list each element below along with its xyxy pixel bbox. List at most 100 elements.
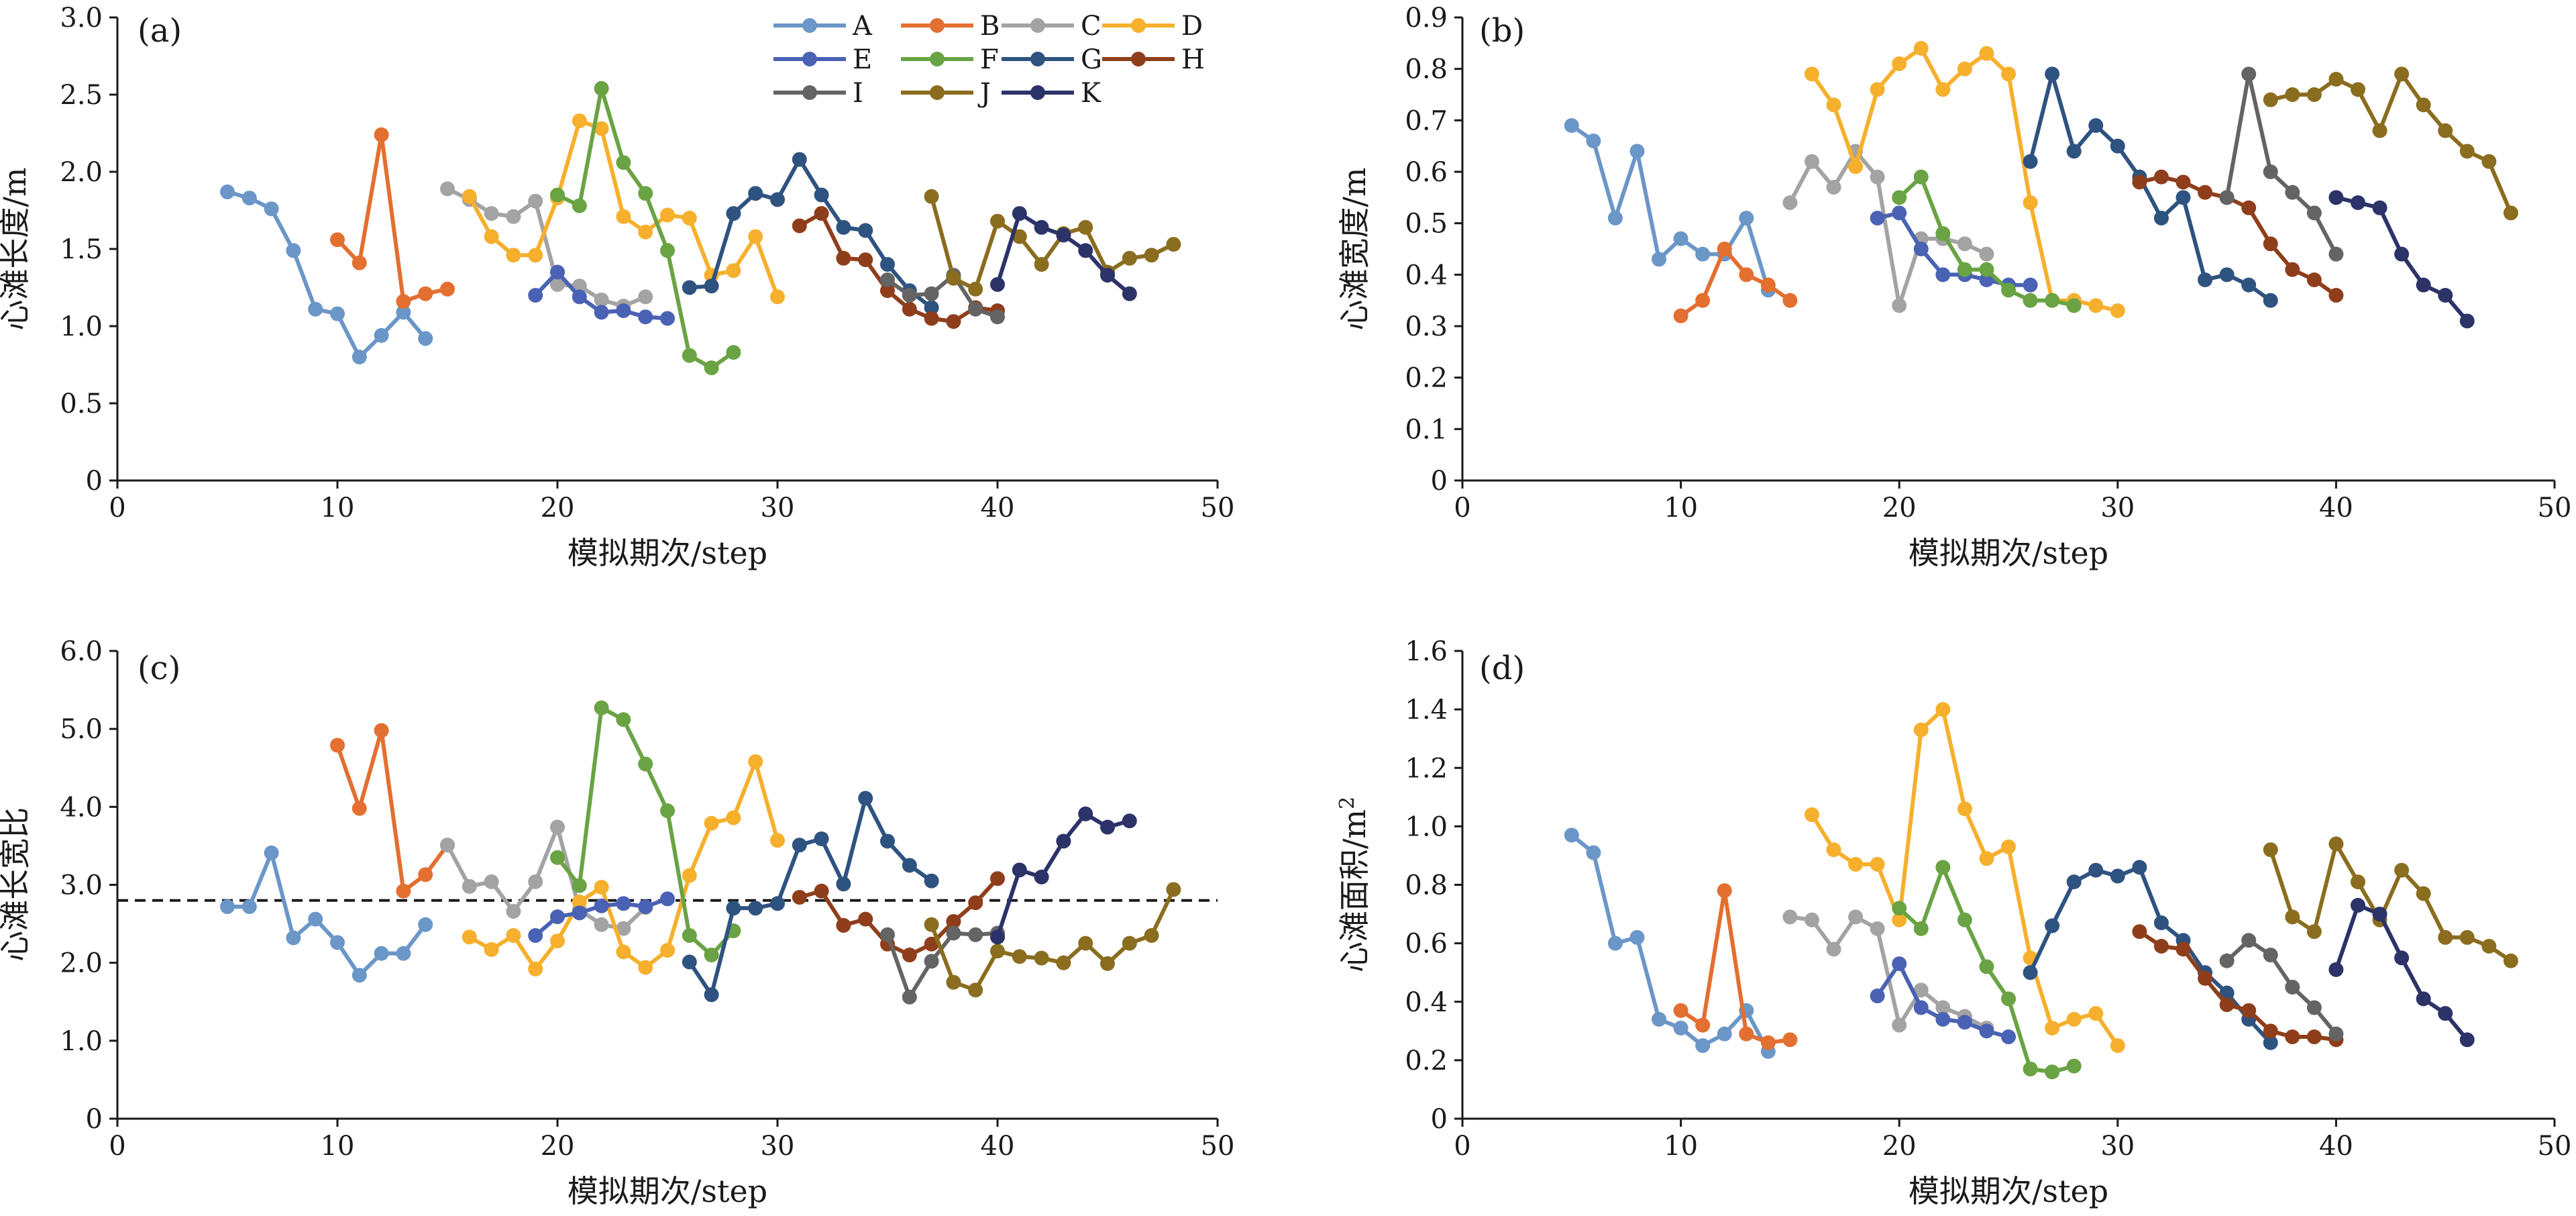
legend-item-F: F xyxy=(901,44,999,75)
data-point-I xyxy=(2285,185,2300,200)
data-point-I xyxy=(902,989,917,1005)
series-K xyxy=(2328,897,2475,1048)
series-line-J xyxy=(2270,72,2513,214)
data-point-J xyxy=(1078,219,1093,235)
data-point-B xyxy=(1695,293,1711,308)
data-point-G xyxy=(2023,154,2038,169)
data-point-C xyxy=(1870,921,1885,936)
data-point-A xyxy=(1586,134,1601,148)
data-point-F xyxy=(572,878,587,893)
y-tick-label: 0.6 xyxy=(1405,929,1448,960)
series-J xyxy=(2263,836,2518,968)
data-point-J xyxy=(1078,935,1093,951)
y-axis-title: 心滩长度/m xyxy=(0,167,33,330)
data-point-K xyxy=(2350,195,2365,210)
chart-panel-4: 0 10 20 30 40 50 0 0.2 0.4 0.6 0.8 1.0 1.2 1.4 1.6 模拟期次… xyxy=(1336,636,2572,1209)
data-point-F xyxy=(704,948,719,963)
series-B xyxy=(330,723,455,899)
x-tick-label: 30 xyxy=(761,493,795,523)
data-point-A xyxy=(308,911,323,927)
series-I xyxy=(2219,66,2344,262)
data-point-F xyxy=(550,187,565,203)
data-point-H xyxy=(836,250,851,266)
data-point-I xyxy=(968,927,983,942)
data-point-I xyxy=(880,272,895,287)
data-point-B xyxy=(1760,277,1776,293)
data-point-D xyxy=(462,189,477,204)
data-point-K xyxy=(2416,991,2431,1007)
data-point-K xyxy=(990,276,1005,292)
data-point-C xyxy=(594,917,609,932)
data-point-J xyxy=(1056,955,1071,970)
data-point-H xyxy=(792,218,807,234)
y-tick-label: 1.6 xyxy=(1405,636,1448,667)
y-tick-label: 1.2 xyxy=(1405,753,1448,784)
data-point-E xyxy=(1892,205,1907,221)
data-point-I xyxy=(968,301,983,317)
data-point-E xyxy=(2023,277,2038,293)
data-point-K xyxy=(990,929,1005,945)
chart-panel-1: 0 10 20 30 40 50 0 0.5 1.0 1.5 2.0 2.5 3.0 模拟期次/step 心… xyxy=(0,3,1234,571)
data-point-H xyxy=(2285,262,2300,277)
data-point-A xyxy=(1564,827,1579,843)
data-point-F xyxy=(1979,959,1994,974)
data-point-J xyxy=(968,281,983,297)
data-point-H xyxy=(880,283,895,299)
data-point-F xyxy=(1935,860,1951,875)
data-point-C xyxy=(484,206,499,221)
data-point-D xyxy=(704,815,719,831)
data-point-K xyxy=(1034,869,1049,884)
data-point-K xyxy=(1012,206,1027,221)
data-point-H xyxy=(2219,997,2235,1013)
y-tick-label: 0.2 xyxy=(1405,363,1448,394)
data-point-I xyxy=(924,286,939,301)
series-line-A xyxy=(227,190,427,359)
y-axis-title: 心滩宽度/m xyxy=(1336,167,1373,330)
data-point-D xyxy=(572,113,587,129)
data-point-I xyxy=(2306,205,2322,221)
series-line-H xyxy=(2138,929,2337,1042)
data-point-G xyxy=(2066,144,2082,159)
data-point-J xyxy=(2438,929,2453,945)
data-point-A xyxy=(1717,1026,1732,1042)
data-point-A xyxy=(264,201,279,217)
legend-item-K: K xyxy=(1002,78,1102,109)
data-point-F xyxy=(594,81,609,96)
series-line-H xyxy=(798,211,998,324)
data-point-G xyxy=(858,791,873,806)
x-tick-label: 50 xyxy=(1201,1131,1235,1162)
legend-label: I xyxy=(853,78,863,109)
y-tick-label: 1.0 xyxy=(1405,811,1448,842)
legend-label: A xyxy=(852,11,873,42)
data-point-B xyxy=(418,867,433,882)
data-point-D xyxy=(1804,807,1819,822)
data-point-C xyxy=(506,209,521,224)
data-point-C xyxy=(528,193,543,209)
data-point-G xyxy=(2219,267,2235,283)
data-point-E xyxy=(1979,272,1994,287)
data-point-J xyxy=(2503,953,2518,968)
data-point-A xyxy=(220,184,235,199)
chart-panel-2: 0 10 20 30 40 50 0 0.1 0.2 0.3 0.4 0.5 0.6 0.7 0.8 0.9 模… xyxy=(1336,3,2571,571)
data-point-E xyxy=(616,303,631,318)
x-axis-title: 模拟期次/step xyxy=(568,1173,767,1209)
data-point-D xyxy=(1892,912,1907,927)
data-point-A xyxy=(352,968,367,983)
y-tick-label: 0.5 xyxy=(1405,209,1448,240)
data-point-D xyxy=(660,943,675,958)
data-point-G xyxy=(924,873,939,889)
series-K xyxy=(990,206,1137,301)
data-point-K xyxy=(2438,288,2453,303)
data-point-G xyxy=(2263,293,2278,308)
legend-item-H: H xyxy=(1102,44,1205,75)
data-point-G xyxy=(2023,965,2038,980)
series-line-C xyxy=(1789,915,1988,1030)
data-point-C xyxy=(1892,1017,1907,1033)
legend-label: F xyxy=(980,44,999,75)
data-point-D xyxy=(682,868,697,883)
data-point-I xyxy=(902,288,917,303)
x-tick-label: 20 xyxy=(1882,493,1917,523)
data-point-B xyxy=(374,723,389,738)
x-axis-title: 模拟期次/step xyxy=(568,535,767,571)
